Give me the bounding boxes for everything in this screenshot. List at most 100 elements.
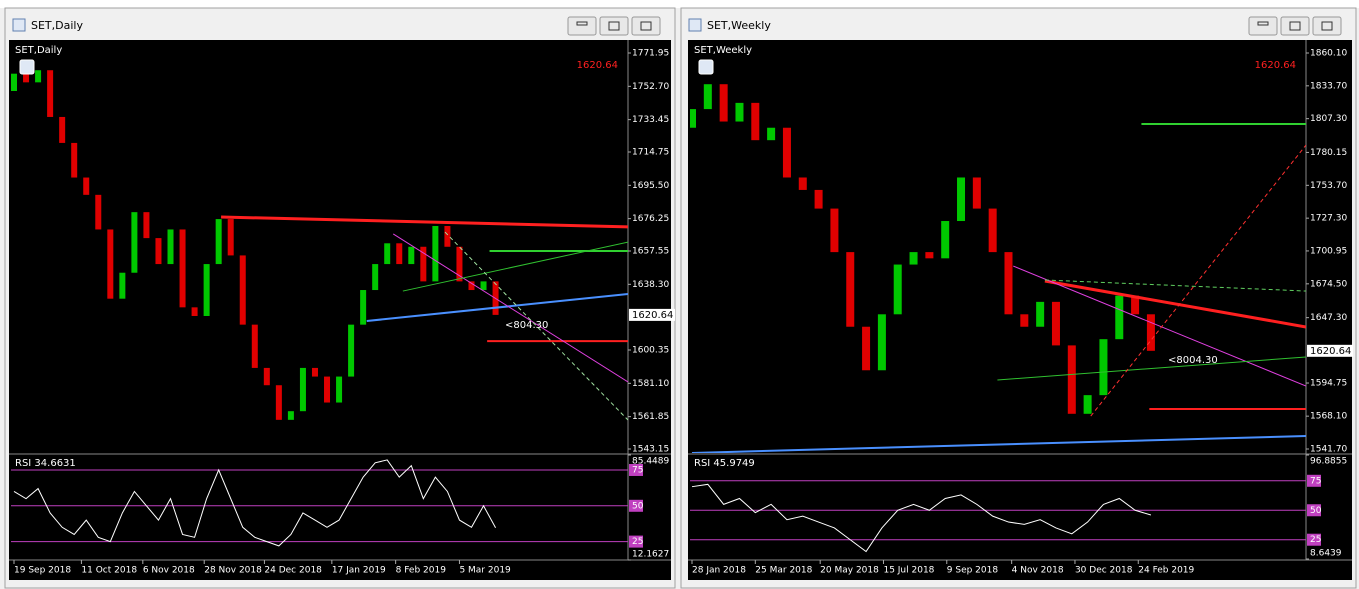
candle [862,326,871,371]
candle [432,225,439,282]
rsi-tick-label: 12.1627 [632,550,669,560]
rsi-tick-label: 8.6439 [1310,549,1342,559]
y-tick-label: 1695.50 [632,181,669,191]
rsi-tick-label: 85.4489 [632,457,669,467]
top-strip [0,0,1359,8]
candle [107,229,114,299]
x-tick-label: 4 Nov 2018 [1012,566,1064,576]
y-tick-label: 1568.10 [1310,412,1347,422]
candle [239,255,246,325]
trend-line [392,233,628,383]
candle [735,102,744,122]
y-tick-label: 1543.15 [632,445,669,455]
candle [1020,314,1029,327]
candle [396,243,403,265]
y-tick-label: 1638.30 [632,280,669,290]
rsi-level-box [1307,533,1321,546]
y-tick-label: 1700.95 [1310,246,1347,256]
window-title: SET,Daily [31,19,83,32]
price-marker [1307,344,1353,357]
window-icon [688,18,702,32]
maximize-button[interactable] [599,16,629,36]
rsi-level-box [629,535,643,548]
rsi-tick-label: 96.8855 [1310,457,1347,467]
candle [782,127,791,178]
chart-area [9,40,671,580]
candle [1099,339,1108,396]
x-tick-label: 24 Dec 2018 [264,566,322,576]
maximize-glyph [1289,21,1301,31]
candle [909,252,918,265]
x-tick-label: 24 Feb 2019 [1138,566,1194,576]
candle [814,189,823,209]
maximize-button[interactable] [1280,16,1310,36]
candle [203,264,210,316]
candles [11,70,499,420]
y-tick-label: 1807.30 [1310,114,1347,124]
x-tick-label: 28 Nov 2018 [204,566,262,576]
x-tick-label: 25 Mar 2018 [755,566,812,576]
x-tick-label: 28 Jan 2018 [692,566,746,576]
y-tick-label: 1657.55 [632,247,669,257]
indicator-icon [19,59,35,75]
candle [23,73,30,83]
candle [275,385,282,420]
trend-line [1090,144,1306,417]
x-tick-label: 17 Jan 2019 [332,566,386,576]
candle [167,229,174,265]
rsi-level-box [629,499,643,512]
y-tick-label: 1541.70 [1310,444,1347,454]
candles [690,84,1155,414]
candle [227,219,234,256]
candle [384,243,391,265]
y-tick-label: 1581.10 [632,379,669,389]
rsi-label: RSI 45.9749 [694,458,755,469]
candle [251,324,258,368]
candle [1115,295,1124,340]
y-tick-label: 1594.75 [1310,379,1347,389]
minimize-button[interactable] [567,16,597,36]
candle [719,84,728,122]
maximize-glyph [608,21,620,31]
candle [95,194,102,230]
chart-area [688,40,1352,580]
indicator-icon [698,59,714,75]
symbol-label: SET,Daily [15,45,62,56]
y-tick-label: 1727.30 [1310,214,1347,224]
y-tick-label: 1676.25 [632,214,669,224]
price-marker-label: 1620.64 [1310,346,1351,357]
candle [1146,314,1155,351]
candle [59,116,66,143]
rsi-line [691,483,1152,553]
symbol-label: SET,Weekly [694,45,752,56]
y-tick-label: 1752.70 [632,82,669,92]
candle [311,367,318,377]
x-tick-label: 6 Nov 2018 [143,566,195,576]
candle [1036,301,1045,327]
trend-line [691,435,1306,453]
rsi-level-box [1307,474,1321,487]
candle [988,208,997,253]
candle [468,281,475,291]
candle [143,212,150,239]
y-tick-label: 1780.15 [1310,148,1347,158]
trend-line [221,215,628,229]
rsi-tick-label: 25 [632,537,643,547]
x-tick-label: 30 Dec 2018 [1075,566,1133,576]
y-tick-label: 1733.45 [632,115,669,125]
trend-line [402,241,628,292]
x-tick-label: 11 Oct 2018 [81,566,137,576]
close-button[interactable] [1312,16,1342,36]
close-button[interactable] [631,16,661,36]
candle [690,109,696,128]
minimize-button[interactable] [1248,16,1278,36]
close-glyph [1321,21,1333,31]
last-price-big: 1620.64 [577,60,618,71]
candle [263,367,270,386]
y-tick-label: 1600.35 [632,346,669,356]
rsi-label: RSI 34.6631 [15,458,76,469]
candle [830,208,839,253]
candle [155,238,162,265]
x-tick-label: 15 Jul 2018 [883,566,934,576]
